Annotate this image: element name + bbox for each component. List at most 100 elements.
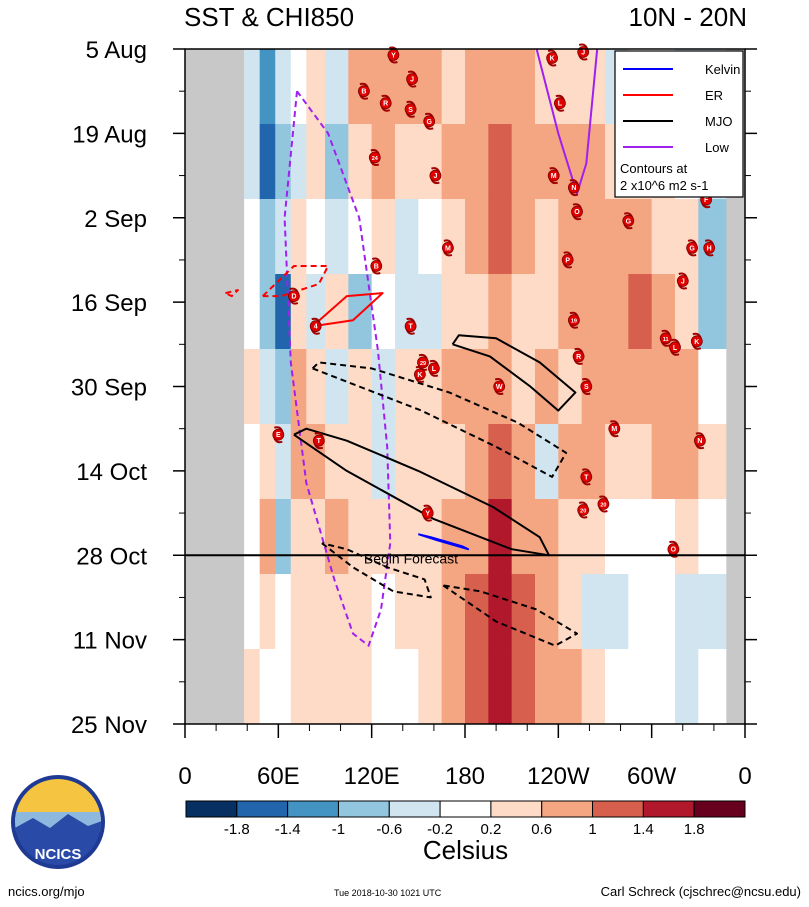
sst-cell [244,349,261,425]
colorbar-tick-label: 0.2 [480,821,501,838]
storm-label: M [445,245,451,252]
storm-marker: J [406,70,419,88]
storm-label: L [673,345,678,352]
sst-cell [605,574,629,650]
storm-marker: Y [421,504,434,522]
storm-label: G [689,245,695,252]
forecast-label: Begin Forecast [364,550,458,566]
chi850-contours [224,48,599,647]
sst-cell [581,424,606,500]
colorbar-swatch [490,800,543,818]
storm-marker: 4 [309,317,322,335]
sst-cell [698,274,727,350]
sst-cell [581,199,606,275]
sst-cell [675,199,699,275]
sst-cell [488,424,513,500]
sst-cell [306,274,326,350]
sst-cell [465,574,489,650]
sst-cell [465,124,489,200]
y-tick-label: 14 Oct [76,459,147,486]
sst-cell [628,424,653,500]
storm-label: W [496,384,503,391]
colorbar-swatch [287,800,339,818]
storm-label: K [417,372,422,379]
sst-cell [306,574,326,650]
sst-cell [325,349,349,425]
sst-cell [535,574,559,650]
hurricane-icon [413,368,426,381]
chart-title-left: SST & CHI850 [184,2,355,32]
footer-credit: Carl Schreck (cjschrec@ncsu.edu) [600,884,801,899]
x-axis: 0 60E 120E 180 120W 60W 0 [178,724,752,790]
hurricane-icon [571,205,583,218]
storm-marker: 20 [577,501,590,519]
colorbar-tick-label: 0.6 [531,821,552,838]
sst-cell [348,124,373,200]
sst-cell [535,349,559,425]
storm-marker: Y [387,46,400,64]
storm-marker: J [429,167,442,185]
hurricane-icon [368,151,381,164]
sst-cell [675,574,699,650]
storm-marker: 11 [659,329,672,347]
sst-cell [259,49,276,125]
y-tick-label: 30 Sep [71,375,147,402]
storm-marker: G [686,239,698,257]
storm-marker: K [690,332,703,350]
sst-cell [558,274,583,350]
hurricane-icon [622,214,635,227]
sst-cell [698,349,727,425]
sst-cell [348,274,373,350]
y-tick-label: 2 Sep [84,206,147,233]
hurricane-icon [568,181,580,194]
colorbar-tick-label: -1.8 [224,821,250,838]
sst-cell [325,574,349,650]
sst-cell [605,424,629,500]
sst-cell [244,499,261,575]
storm-label: 24 [372,156,379,162]
x-tick-label: 180 [445,763,485,790]
contour-low [535,48,599,195]
sst-cell [605,649,629,725]
sst-cell [488,574,513,650]
sst-cell [441,49,466,125]
sst-cell [698,574,727,650]
sst-cell [535,199,559,275]
storm-label: O [671,547,677,554]
legend-label: ER [705,88,723,103]
storm-marker: S [404,100,417,118]
hurricane-icon [309,320,322,333]
sst-cell [418,424,443,500]
storm-marker: D [287,287,300,305]
storm-label: O [574,209,580,216]
colorbar-swatch [388,800,441,818]
sst-cell [259,649,276,725]
sst-cell [605,199,629,275]
sst-cell [558,649,583,725]
footer-url[interactable]: ncics.org/mjo [8,884,85,899]
sst-cell [675,424,699,500]
sst-cell [511,649,536,725]
storm-label: N [571,185,576,192]
sst-cell [675,274,699,350]
storm-label: M [611,426,617,433]
legend-label: MJO [705,114,732,129]
hurricane-icon [421,507,434,519]
sst-cell [441,274,466,350]
hurricane-icon [580,470,593,483]
sst-cell [488,274,513,350]
storm-marker: R [572,347,585,365]
sst-cell [605,499,629,575]
storm-marker: G [423,112,436,130]
contour-low [283,90,392,647]
storm-marker: L [669,338,681,356]
sst-cell [395,124,419,200]
sst-cell [651,424,676,500]
sst-cell [371,349,396,425]
hurricane-icon [597,498,610,510]
sst-cell [348,424,373,500]
sst-cell [275,499,292,575]
legend-label: Kelvin [705,62,740,77]
contour-er [224,289,239,298]
sst-heatmap [244,49,727,725]
